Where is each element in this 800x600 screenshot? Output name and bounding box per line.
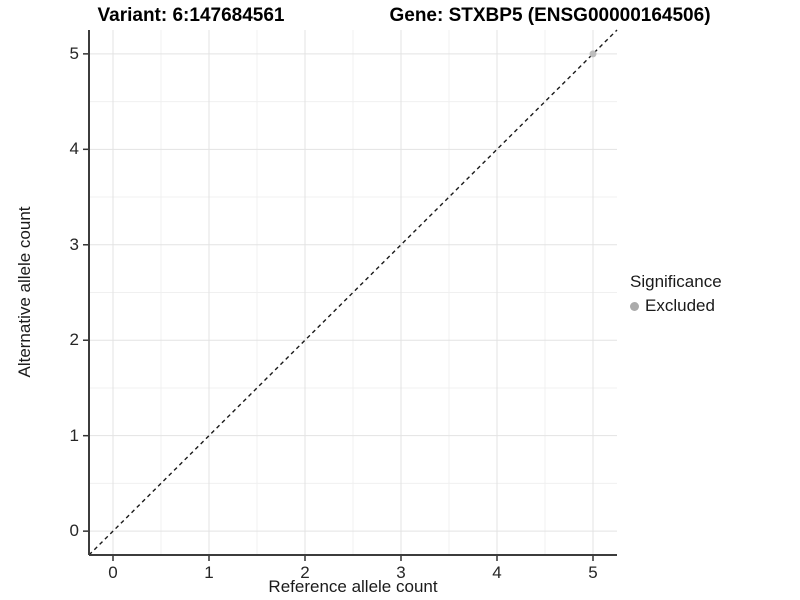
y-tick-label-5: 5 — [69, 43, 79, 63]
x-tick-label-5: 5 — [588, 563, 598, 582]
chart-title-gene: Gene: STXBP5 (ENSG00000164506) — [389, 5, 711, 26]
x-tick-label-3: 3 — [396, 563, 406, 582]
x-tick-label-0: 0 — [108, 563, 118, 582]
x-axis-title: Reference allele count — [268, 577, 438, 596]
x-tick-label-1: 1 — [204, 563, 214, 582]
data-point-excluded — [589, 50, 597, 58]
y-axis-title: Alternative allele count — [15, 206, 34, 378]
y-tick-label-2: 2 — [69, 330, 79, 350]
legend: Significance Excluded — [630, 272, 722, 316]
legend-title: Significance — [630, 272, 722, 291]
legend-item-excluded: Excluded — [630, 296, 722, 316]
chart-title-variant: Variant: 6:147684561 — [97, 5, 285, 26]
y-tick-label-1: 1 — [69, 425, 79, 445]
legend-dot-icon — [630, 301, 639, 311]
y-tick-label-3: 3 — [69, 234, 79, 254]
y-tick-label-0: 0 — [69, 521, 79, 541]
x-tick-label-4: 4 — [492, 563, 502, 582]
legend-item-label: Excluded — [645, 296, 715, 315]
x-tick-label-2: 2 — [300, 563, 310, 582]
y-tick-label-4: 4 — [69, 139, 79, 159]
